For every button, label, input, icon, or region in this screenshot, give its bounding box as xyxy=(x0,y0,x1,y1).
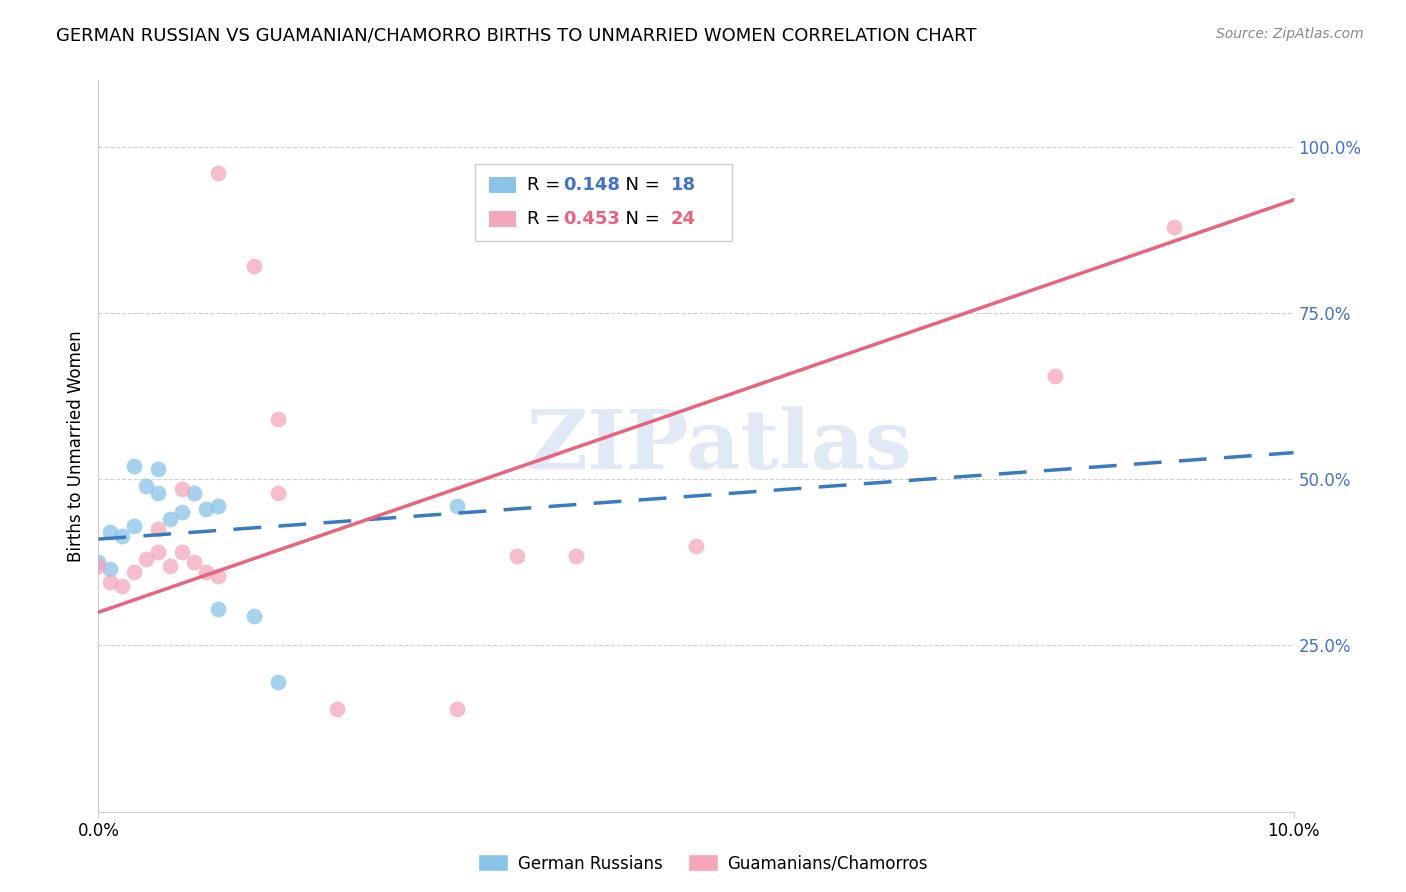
Point xyxy=(183,485,205,500)
Text: N =: N = xyxy=(613,211,665,228)
Point xyxy=(148,545,170,559)
Text: R =: R = xyxy=(527,211,567,228)
Point xyxy=(135,479,157,493)
Point xyxy=(148,485,170,500)
Point xyxy=(159,512,181,526)
Text: ZIPatlas: ZIPatlas xyxy=(527,406,912,486)
Point xyxy=(267,485,290,500)
Point xyxy=(506,549,529,563)
Point xyxy=(183,555,205,569)
Point xyxy=(685,539,707,553)
Text: R =: R = xyxy=(527,176,567,194)
Point xyxy=(124,566,146,580)
Point xyxy=(124,518,146,533)
Point xyxy=(207,568,229,582)
Text: 24: 24 xyxy=(671,211,696,228)
Point xyxy=(207,499,229,513)
Point xyxy=(98,525,122,540)
Point xyxy=(87,558,110,573)
Point xyxy=(148,462,170,476)
Text: Source: ZipAtlas.com: Source: ZipAtlas.com xyxy=(1216,27,1364,41)
Text: GERMAN RUSSIAN VS GUAMANIAN/CHAMORRO BIRTHS TO UNMARRIED WOMEN CORRELATION CHART: GERMAN RUSSIAN VS GUAMANIAN/CHAMORRO BIR… xyxy=(56,27,977,45)
Point xyxy=(148,522,170,536)
Point xyxy=(243,260,266,274)
Point xyxy=(1163,219,1185,234)
Point xyxy=(195,566,218,580)
Point xyxy=(159,558,181,573)
Point xyxy=(87,555,110,569)
Point xyxy=(172,545,194,559)
Point xyxy=(243,608,266,623)
Point xyxy=(172,482,194,496)
Point xyxy=(124,458,146,473)
Text: 0.453: 0.453 xyxy=(564,211,620,228)
Legend: German Russians, Guamanians/Chamorros: German Russians, Guamanians/Chamorros xyxy=(471,847,935,880)
Point xyxy=(267,675,290,690)
Bar xyxy=(489,211,516,227)
Point xyxy=(565,549,588,563)
Point xyxy=(98,575,122,590)
Point xyxy=(195,502,218,516)
Text: 0.148: 0.148 xyxy=(564,176,620,194)
Point xyxy=(111,529,134,543)
Point xyxy=(111,579,134,593)
Point xyxy=(1043,369,1066,384)
FancyBboxPatch shape xyxy=(475,164,733,241)
Point xyxy=(267,412,290,426)
Point xyxy=(207,166,229,180)
Point xyxy=(326,701,349,715)
Point xyxy=(446,701,468,715)
Point xyxy=(135,552,157,566)
Text: N =: N = xyxy=(613,176,665,194)
Point xyxy=(172,506,194,520)
Point xyxy=(98,562,122,576)
Bar xyxy=(489,177,516,193)
Point xyxy=(207,602,229,616)
Text: 18: 18 xyxy=(671,176,696,194)
Point xyxy=(446,499,468,513)
Y-axis label: Births to Unmarried Women: Births to Unmarried Women xyxy=(66,330,84,562)
